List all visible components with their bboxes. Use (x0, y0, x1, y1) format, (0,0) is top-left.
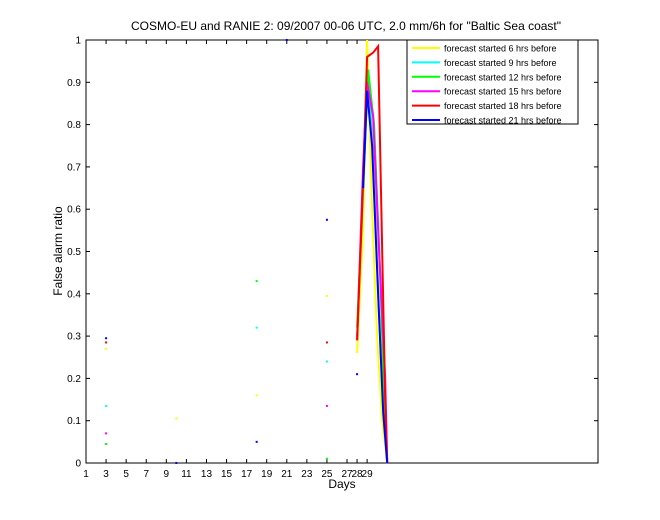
x-tick-label: 9 (164, 469, 170, 480)
x-tick-label: 17 (241, 469, 253, 480)
y-tick-label: 0.8 (67, 120, 81, 131)
x-tick-label: 29 (362, 469, 374, 480)
x-tick-label: 19 (261, 469, 273, 480)
y-axis-label: False alarm ratio (51, 206, 65, 296)
y-tick-label: 0.9 (67, 78, 81, 89)
x-tick-label: 23 (301, 469, 313, 480)
x-tick-label: 15 (221, 469, 233, 480)
legend-items: forecast started 6 hrs before forecast st… (412, 44, 562, 126)
x-tick-label: 1 (83, 469, 89, 480)
y-tick-label: 0.7 (67, 162, 81, 173)
x-tick-label: 3 (103, 469, 109, 480)
x-tick-label: 5 (123, 469, 129, 480)
y-tick-label: 0 (75, 459, 81, 470)
legend-label: forecast started 18 hrs before (444, 101, 562, 111)
series-lines (356, 39, 389, 464)
series-line (356, 39, 389, 464)
legend-label: forecast started 15 hrs before (444, 87, 562, 97)
x-tick-label: 21 (281, 469, 293, 480)
y-tick-label: 1 (75, 36, 81, 47)
legend-label: forecast started 21 hrs before (444, 116, 562, 126)
series-points (105, 39, 359, 464)
y-tick-label: 0.3 (67, 332, 81, 343)
legend-label: forecast started 12 hrs before (444, 72, 562, 82)
y-tick-label: 0.4 (67, 289, 81, 300)
legend-label: forecast started 6 hrs before (444, 44, 557, 54)
y-tick-label: 0.2 (67, 374, 81, 385)
x-tick-label: 7 (143, 469, 149, 480)
x-tick-label: 28 (351, 469, 363, 480)
y-tick-label: 0.5 (67, 247, 81, 258)
x-tick-label: 25 (321, 469, 333, 480)
x-tick-label: 11 (181, 469, 192, 480)
series-line (362, 90, 389, 464)
y-tick-label: 0.6 (67, 205, 81, 216)
x-tick-label: 27 (341, 469, 353, 480)
legend: forecast started 6 hrs before forecast st… (406, 39, 579, 126)
x-axis-label: Days (328, 477, 355, 491)
y-tick-label: 0.1 (67, 416, 81, 427)
x-tick-label: 13 (201, 469, 213, 480)
legend-label: forecast started 9 hrs before (444, 58, 557, 68)
y-axis-ticks: 0 0.1 0.2 0.3 0.4 0.5 0.6 0.7 0.8 0.9 1 (67, 36, 598, 470)
chart-title: COSMO-EU and RANIE 2: 09/2007 00-06 UTC,… (131, 19, 561, 33)
legend-box (406, 39, 579, 125)
